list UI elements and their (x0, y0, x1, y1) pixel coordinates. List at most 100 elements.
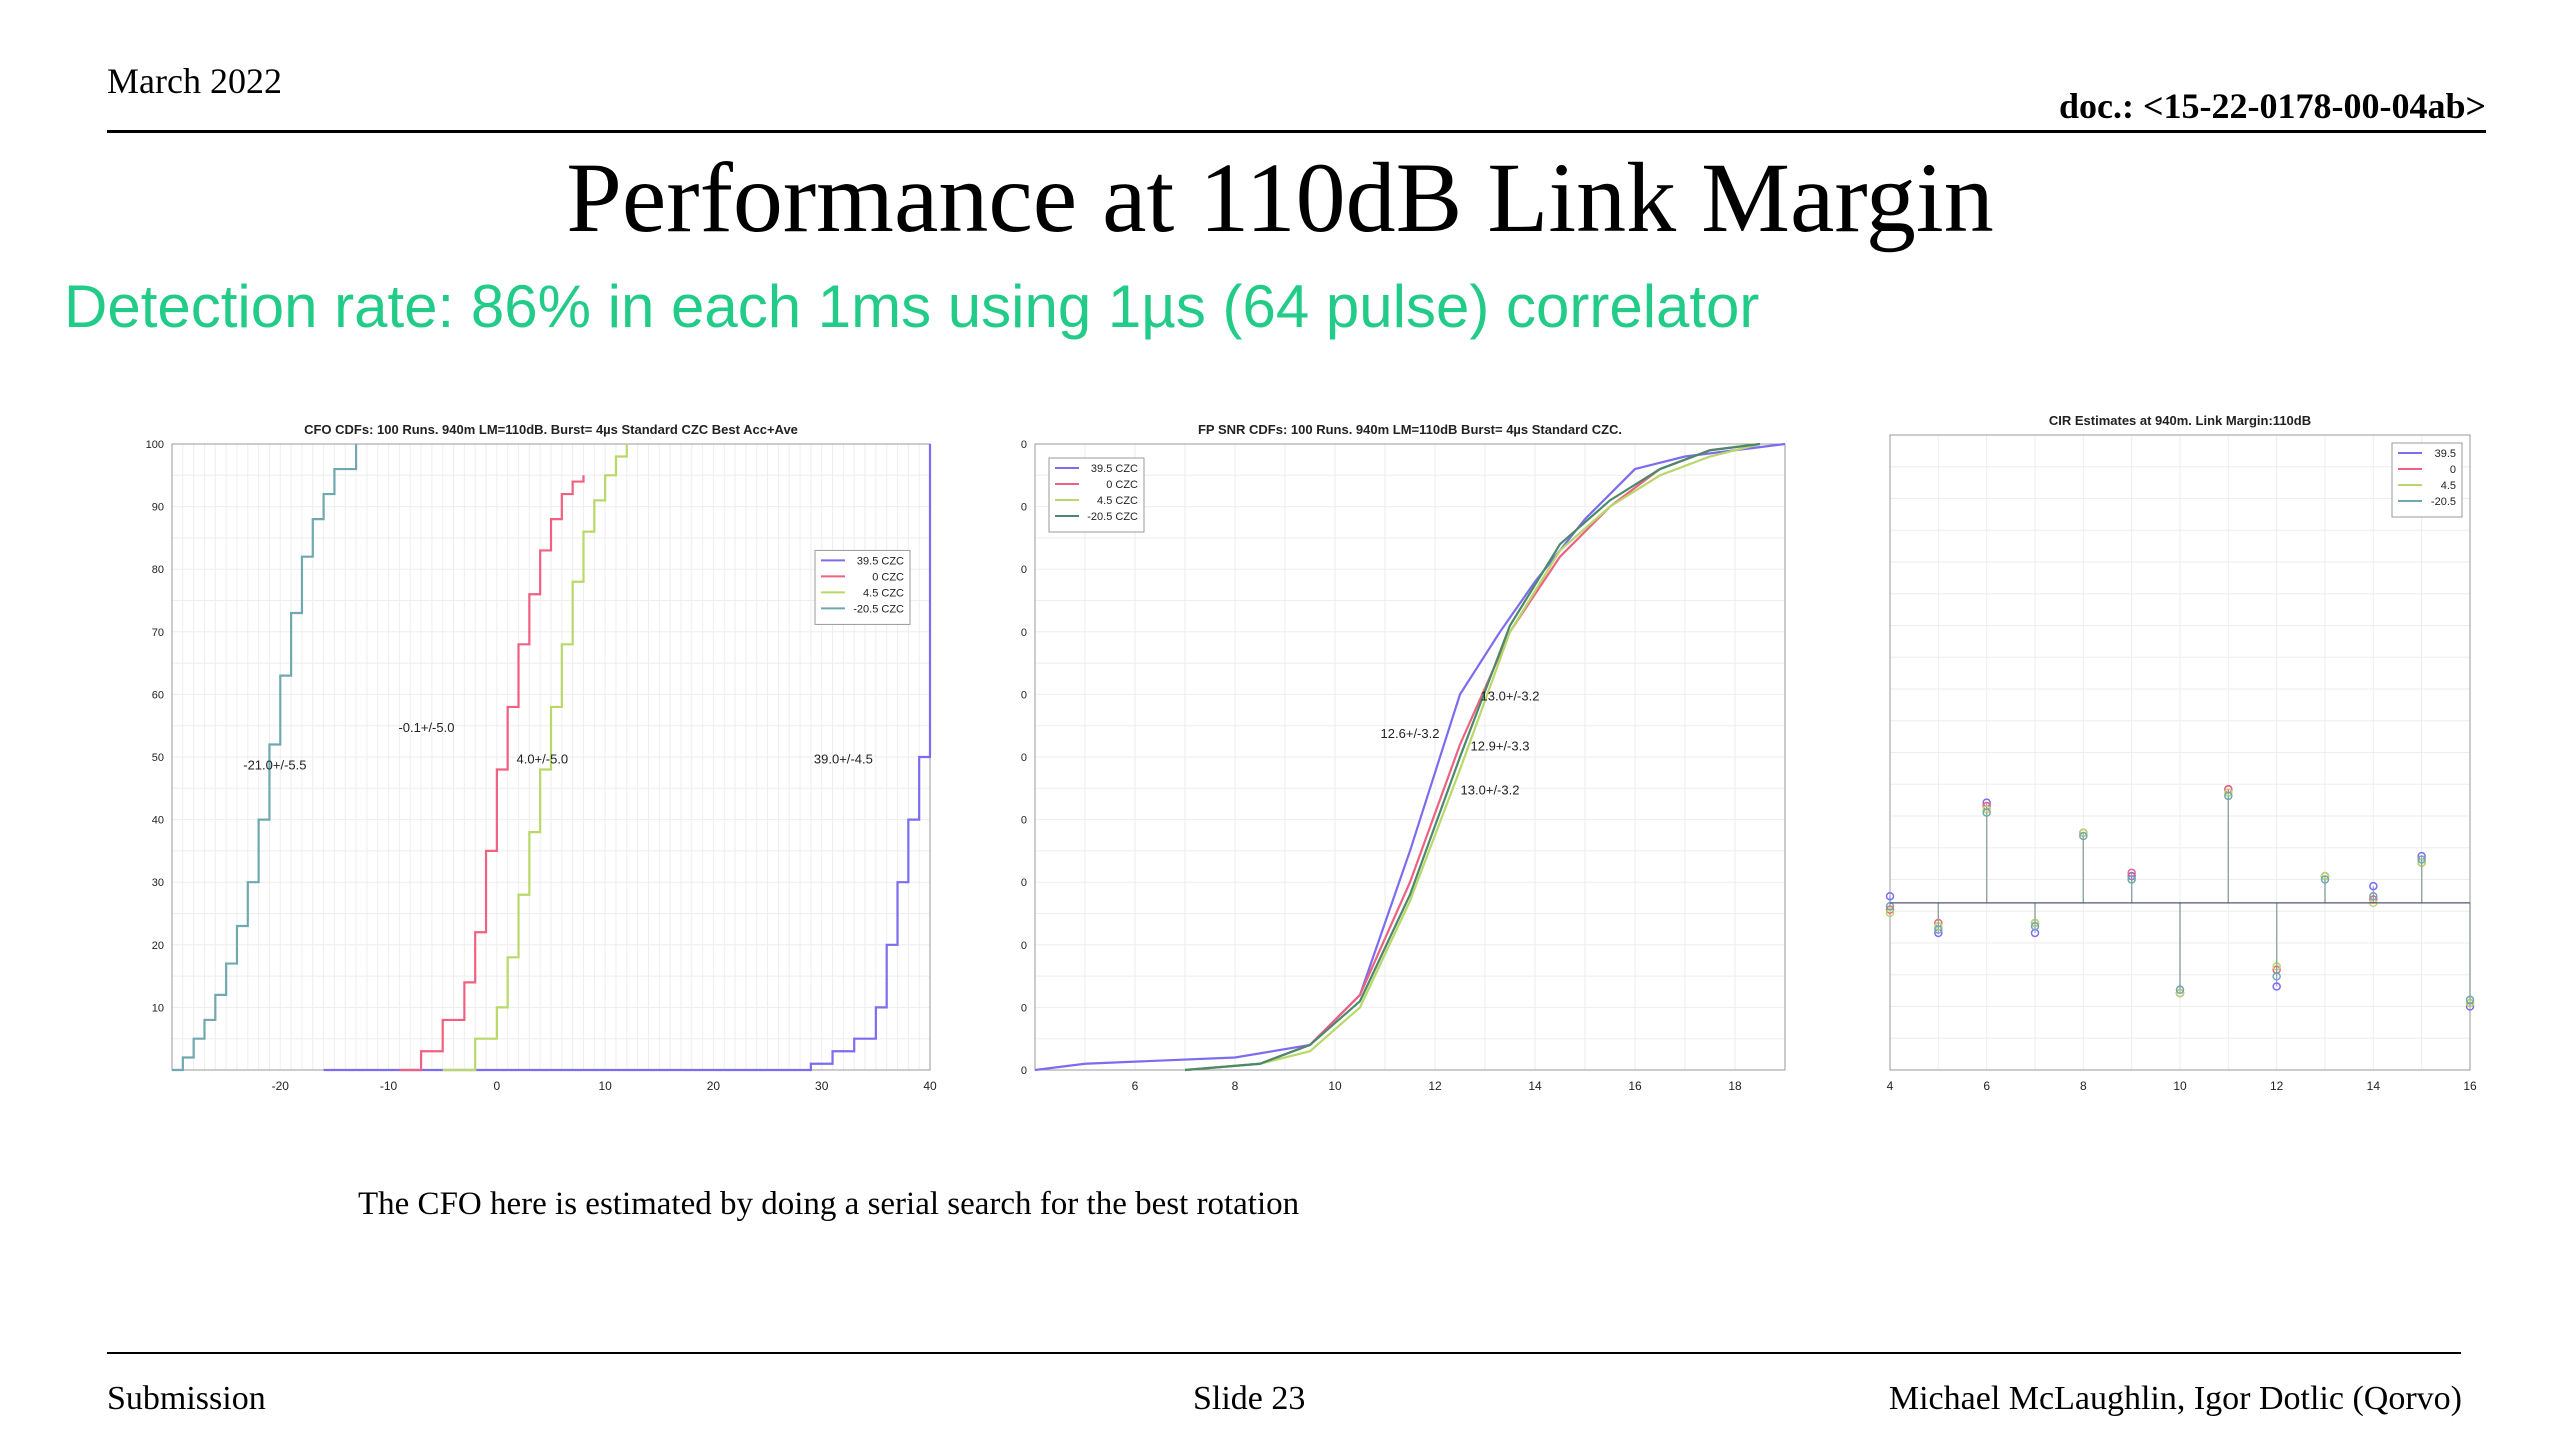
slide-title: Performance at 110dB Link Margin (566, 142, 1994, 253)
annotation: 12.6+/-3.2 (1381, 726, 1440, 741)
annotation: 39.0+/-4.5 (814, 751, 873, 766)
annotation: 4.0+/-5.0 (516, 751, 568, 766)
data-point (2272, 982, 2281, 991)
y-tick-label: 90 (152, 502, 164, 514)
data-point (2465, 995, 2475, 1005)
header-date: March 2022 (107, 61, 282, 101)
cir-estimates-chart: CIR Estimates at 940m. Link Margin:110dB… (1860, 405, 2480, 1110)
legend-entry: 0 CZC (1106, 479, 1138, 491)
chart-title: CFO CDFs: 100 Runs. 940m LM=110dB. Burst… (304, 422, 798, 437)
series-line-3 (172, 444, 358, 1072)
y-tick-label: 0 (1021, 940, 1027, 952)
y-tick-label: 0 (1021, 439, 1027, 451)
data-point (2320, 875, 2330, 884)
legend-box (1048, 457, 1145, 533)
series-line-1 (399, 475, 585, 1072)
x-tick-label: 16 (2463, 1079, 2477, 1093)
x-tick-label: 14 (2367, 1079, 2381, 1093)
x-tick-label: 12 (2270, 1079, 2284, 1093)
x-tick-label: 6 (1132, 1079, 1139, 1093)
footer-slide-number: Slide 23 (1193, 1380, 1306, 1417)
y-tick-label: 60 (152, 689, 164, 701)
legend: 39.5 0 4.5 -20.5 (2391, 442, 2463, 518)
x-tick-label: 10 (2173, 1079, 2187, 1093)
data-point (2417, 855, 2426, 864)
x-tick-label: 18 (1728, 1079, 1742, 1093)
series-line-2 (1184, 442, 1761, 1072)
y-tick-label: 0 (1021, 564, 1027, 576)
slide-caption: The CFO here is estimated by doing a ser… (358, 1186, 1300, 1222)
plot-frame (1034, 443, 1786, 1071)
series-line-0 (323, 444, 932, 1072)
legend-entry: 4.5 CZC (1097, 495, 1138, 507)
header-rule (107, 130, 2486, 133)
legend-box (2391, 442, 2463, 518)
annotation: -0.1+/-5.0 (398, 720, 454, 735)
x-tick-label: 16 (1628, 1079, 1642, 1093)
y-tick-label: 30 (152, 877, 164, 889)
x-tick-label: 30 (815, 1079, 829, 1093)
chart-svg-0: CFO CDFs: 100 Runs. 940m LM=110dB. Burst… (146, 422, 937, 1093)
annotation: -21.0+/-5.5 (243, 758, 306, 773)
data-point (1885, 891, 1895, 901)
y-tick-label: 50 (152, 752, 164, 764)
footer-authors: Michael McLaughlin, Igor Dotlic (Qorvo) (1888, 1380, 2462, 1417)
legend-entry: 4.5 (2441, 480, 2456, 492)
chart-svg-2: CIR Estimates at 940m. Link Margin:110dB… (1885, 413, 2477, 1093)
y-tick-label: 20 (152, 940, 164, 952)
slide-subtitle: Detection rate: 86% in each 1ms using 1µ… (64, 273, 1760, 340)
x-tick-label: 6 (1983, 1079, 1990, 1093)
legend: 39.5 CZC 0 CZC 4.5 CZC -20.5 CZC (1048, 457, 1145, 533)
legend-entry: 0 (2450, 464, 2456, 476)
data-point (2175, 985, 2185, 995)
data-point (2224, 791, 2233, 801)
fp-snr-cdf-chart: FP SNR CDFs: 100 Runs. 940m LM=110dB Bur… (1005, 420, 1795, 1110)
x-tick-label: 8 (1232, 1079, 1239, 1093)
y-tick-label: 0 (1021, 627, 1027, 639)
y-tick-label: 70 (152, 627, 164, 639)
x-tick-label: -10 (380, 1079, 398, 1093)
y-tick-label: 0 (1021, 877, 1027, 889)
legend-entry: -20.5 CZC (853, 603, 904, 615)
chart-title: FP SNR CDFs: 100 Runs. 940m LM=110dB Bur… (1198, 422, 1622, 437)
y-tick-label: 0 (1021, 752, 1027, 764)
data-point (2127, 875, 2136, 884)
x-tick-label: 10 (598, 1079, 612, 1093)
legend-entry: 39.5 CZC (857, 555, 904, 567)
series-line-3 (1184, 442, 1761, 1072)
footer-left: Submission (107, 1380, 266, 1417)
series-line-2 (442, 444, 628, 1072)
x-tick-label: 40 (923, 1079, 937, 1093)
legend-entry: -20.5 CZC (1087, 511, 1138, 523)
x-tick-label: 10 (1328, 1079, 1342, 1093)
y-tick-label: 0 (1021, 502, 1027, 514)
plot-frame (1889, 434, 2471, 1071)
y-tick-label: 0 (1021, 815, 1027, 827)
series-line-0 (1034, 442, 1786, 1072)
data-point (1934, 925, 1943, 934)
x-tick-label: 20 (707, 1079, 721, 1093)
y-tick-label: 80 (152, 564, 164, 576)
chart-svg-1: FP SNR CDFs: 100 Runs. 940m LM=110dB Bur… (1021, 422, 1786, 1093)
y-tick-label: 0 (1021, 1002, 1027, 1014)
y-tick-label: 0 (1021, 689, 1027, 701)
footer-rule (107, 1352, 2461, 1354)
legend: 39.5 CZC 0 CZC 4.5 CZC -20.5 CZC (814, 549, 911, 625)
y-tick-label: 100 (146, 439, 164, 451)
chart-title: CIR Estimates at 940m. Link Margin:110dB (2049, 413, 2311, 428)
cfo-cdf-chart: CFO CDFs: 100 Runs. 940m LM=110dB. Burst… (140, 420, 940, 1110)
data-point (2369, 881, 2378, 891)
legend-entry: 39.5 (2435, 448, 2456, 460)
data-point (2369, 891, 2378, 901)
legend-entry: 39.5 CZC (1091, 463, 1138, 475)
x-tick-label: 12 (1428, 1079, 1442, 1093)
data-point (2079, 831, 2088, 841)
annotation: 13.0+/-3.2 (1461, 783, 1520, 798)
x-tick-label: 8 (2080, 1079, 2087, 1093)
data-point (1982, 808, 1991, 817)
legend-entry: 4.5 CZC (863, 587, 904, 599)
y-tick-label: 0 (1021, 1065, 1027, 1077)
annotation: 12.9+/-3.3 (1471, 739, 1530, 754)
data-point (2272, 972, 2281, 981)
x-tick-label: 14 (1528, 1079, 1542, 1093)
